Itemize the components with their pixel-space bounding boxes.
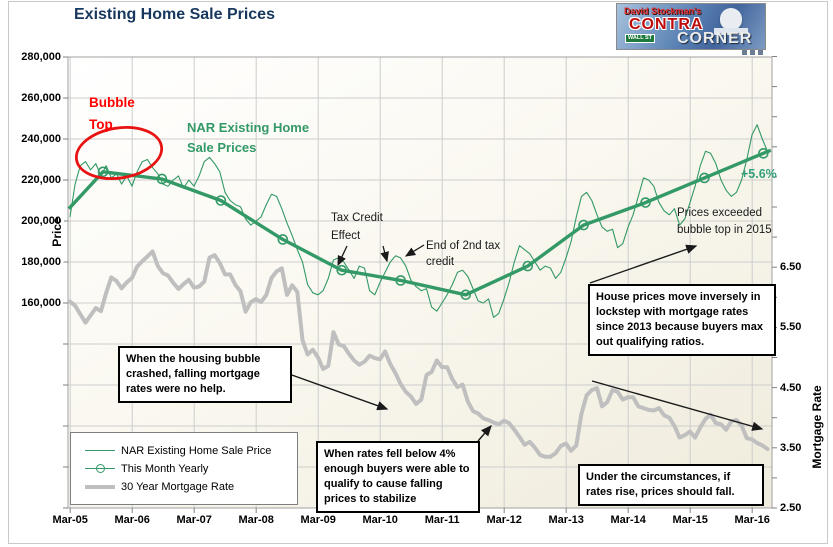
thin-green-line-swatch [85,447,115,455]
x-tick-label: Mar-10 [362,514,398,526]
nar-series-label: NAR Existing Home Sale Prices [187,120,310,155]
social-icon[interactable] [750,50,755,55]
price-tick-label: 260,000 [21,92,61,104]
bubble-top-label: Bubble Top [89,95,135,132]
capitol-dome-base [714,28,748,35]
chart-title: Existing Home Sale Prices [74,6,275,23]
price-tick-label: 180,000 [21,256,61,268]
chart-outer-border [8,1,828,544]
legend: NAR Existing Home Sale Price This Month … [70,432,298,505]
price-tick-label: 160,000 [21,297,61,309]
legend-item-nar: NAR Existing Home Sale Price [85,445,297,457]
prices-exceeded-label: Prices exceeded bubble top in 2015 [677,207,772,236]
callout-bubble-crash: When the housing bubble crashed, falling… [118,346,292,403]
arrow-prices-exceeded [589,244,698,284]
capitol-dome-icon [720,8,742,30]
wall-street-sign: WALL ST [625,34,656,43]
green-line-circle-swatch [85,463,115,473]
logo-word-contra: CONTRA [629,16,704,33]
x-tick-label: Mar-05 [52,514,88,526]
logo-byline: David Stockman's [624,6,702,16]
x-tick-label: Mar-06 [114,514,150,526]
x-tick-label: Mar-09 [300,514,336,526]
price-tick-label: 200,000 [21,215,61,227]
legend-item-mortgage: 30 Year Mortgage Rate [85,481,297,493]
tax-credit-label: Tax Credit Effect [331,212,383,242]
arrow-bubble-crash [288,373,389,411]
arrow-tax-credit-2 [380,245,389,263]
price-tick-label: 220,000 [21,174,61,186]
bubble-top-circle [74,126,164,180]
social-share-icons[interactable] [742,50,763,55]
callout-lockstep: House prices move inversely in lockstep … [588,284,776,356]
legend-label: NAR Existing Home Sale Price [121,444,272,457]
x-tick-label: Mar-15 [672,514,708,526]
price-tick-label: 240,000 [21,133,61,145]
callout-rates-below-4: When rates fell below 4% enough buyers w… [316,441,480,513]
price-axis-title: Price [50,202,64,262]
x-tick-label: Mar-12 [486,514,522,526]
rate-tick-label: 6.50 [780,261,802,274]
social-icon[interactable] [742,50,747,55]
legend-label: This Month Yearly [121,462,209,475]
arrow-end-tax-credit [404,244,425,257]
social-icon[interactable] [758,50,763,55]
rate-tick-label: 5.50 [780,321,802,334]
x-tick-label: Mar-16 [734,514,770,526]
rate-tick-label: 3.50 [780,441,802,454]
logo-word-corner: CORNER [677,30,753,47]
x-tick-label: Mar-08 [238,514,274,526]
legend-item-yearly: This Month Yearly [85,463,297,475]
legend-label: 30 Year Mortgage Rate [121,480,235,493]
x-tick-label: Mar-14 [610,514,646,526]
arrow-rates-below-4 [477,424,492,442]
callout-rates-rise: Under the circumstances, if rates rise, … [578,464,764,506]
percent-change-label: +5.6% [741,167,777,181]
x-tick-label: Mar-11 [424,514,460,526]
arrow-tax-credit-1 [337,245,348,267]
x-tick-label: Mar-13 [548,514,584,526]
end-tax-credit-label: End of 2nd tax credit [426,240,501,268]
price-tick-label: 280,000 [21,51,61,63]
arrow-rates-rise [591,380,764,431]
rate-axis-title: Mortgage Rate [810,385,824,469]
rate-tick-label: 2.50 [780,502,802,514]
contra-corner-logo[interactable]: David Stockman's CONTRA CORNER WALL ST [616,3,766,50]
x-tick-label: Mar-07 [176,514,212,526]
rate-tick-label: 4.50 [780,381,802,394]
thick-gray-line-swatch [85,483,115,491]
